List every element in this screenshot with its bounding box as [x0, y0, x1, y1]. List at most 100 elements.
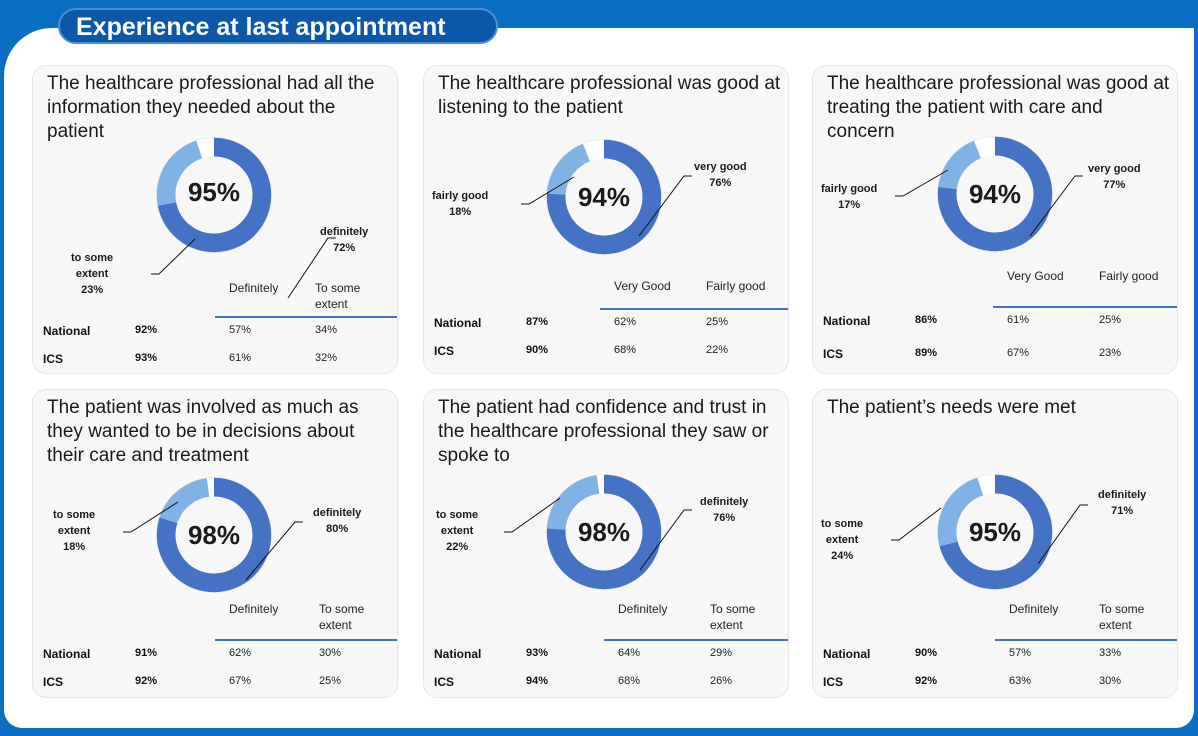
table-cell: 68% [618, 675, 641, 687]
slice-label-primary: definitely 80% [313, 507, 362, 535]
donut-slice-secondary [937, 140, 982, 190]
donut-total: 95% [187, 177, 241, 207]
slice-label-primary: definitely 76% [700, 496, 749, 524]
donut-slice-primary [937, 136, 1053, 252]
donut-slice-secondary [156, 140, 203, 206]
table-row-total: 93% [526, 647, 549, 659]
leader-line-primary [1037, 504, 1088, 565]
table-rule [600, 308, 788, 310]
table-cell: 57% [229, 324, 252, 336]
table-row-total: 91% [135, 647, 158, 659]
table-cell: 26% [710, 675, 733, 687]
table-row-label: ICS [43, 352, 64, 366]
table-column-header: Very Good [614, 279, 671, 293]
table-rule [215, 316, 397, 318]
table-column-header: Fairly good [1099, 269, 1159, 283]
table-row-label: ICS [434, 344, 455, 358]
table-row-label: ICS [823, 347, 844, 361]
table-column-header: To some extent [710, 602, 756, 632]
table-row-total: 89% [915, 347, 938, 359]
slice-label-secondary: to some extent 24% [821, 518, 864, 562]
donut-total: 94% [577, 182, 631, 212]
leader-line-primary [639, 509, 692, 571]
table-cell: 25% [1099, 314, 1122, 326]
table-cell: 67% [1007, 347, 1030, 359]
donut-chart [123, 477, 303, 593]
table-row-total: 90% [526, 344, 549, 356]
donut-chart [895, 136, 1083, 252]
slice-label-primary: very good 76% [694, 161, 747, 189]
table-row-label: National [823, 647, 871, 661]
table-cell: 62% [614, 316, 637, 328]
chart-panel: The healthcare professional had all the … [32, 65, 398, 374]
leader-line-primary [638, 175, 692, 237]
donut-outline [546, 139, 662, 255]
table-row-label: National [43, 647, 91, 661]
donut-slice-primary [546, 139, 662, 255]
slice-label-secondary: to some extent 22% [436, 509, 479, 553]
chart-title: The healthcare professional had all the … [47, 73, 375, 142]
chart-title: The healthcare professional was good at … [827, 73, 1170, 142]
table-cell: 30% [1099, 675, 1122, 687]
donut-outline [937, 136, 1053, 252]
donut-outline [937, 474, 1053, 590]
donut-slice-secondary [937, 477, 984, 547]
table-cell: 25% [706, 316, 729, 328]
donut-total: 98% [577, 517, 631, 547]
slice-label-primary: very good 77% [1088, 163, 1141, 191]
donut-chart [504, 474, 692, 590]
donut-total: 94% [968, 179, 1022, 209]
chart-panel: The patient was involved as much as they… [32, 389, 398, 698]
donut-outline [156, 477, 272, 593]
table-cell: 22% [706, 344, 729, 356]
table-cell: 62% [229, 647, 252, 659]
table-cell: 68% [614, 344, 637, 356]
table-column-header: Definitely [1009, 602, 1059, 616]
leader-line-secondary [123, 501, 179, 533]
slice-label-secondary: to some extent 23% [71, 252, 114, 296]
table-row-label: National [434, 647, 482, 661]
donut-total: 95% [968, 517, 1022, 547]
title-pill [58, 8, 498, 44]
table-row-label: National [823, 314, 871, 328]
table-column-header: Definitely [618, 602, 668, 616]
leader-line-secondary [504, 497, 561, 533]
leader-line-secondary [151, 238, 196, 275]
table-column-header: To some extent [1099, 602, 1145, 632]
chart-panel: The patient had confidence and trust in … [423, 389, 789, 698]
slice-label-primary: definitely 72% [320, 226, 369, 254]
donut-slice-primary [157, 137, 272, 253]
slice-label-secondary: fairly good 18% [432, 190, 489, 218]
table-cell: 67% [229, 675, 252, 687]
donut-slice-secondary [546, 143, 591, 196]
leader-line-primary [245, 521, 303, 581]
table-row-total: 94% [526, 675, 549, 687]
table-column-header: Definitely [229, 281, 279, 295]
table-row-label: ICS [434, 675, 455, 689]
table-rule [215, 639, 397, 641]
table-row-total: 93% [135, 352, 158, 364]
table-row-total: 92% [915, 675, 938, 687]
table-row-total: 92% [135, 324, 158, 336]
table-cell: 29% [710, 647, 733, 659]
table-cell: 57% [1009, 647, 1032, 659]
table-row-total: 90% [915, 647, 938, 659]
leader-line-secondary [895, 169, 949, 197]
table-row-label: ICS [823, 675, 844, 689]
chart-title: The patient was involved as much as they… [47, 397, 359, 466]
donut-chart [891, 474, 1088, 590]
table-column-header: To some extent [319, 602, 365, 632]
table-row-label: National [434, 316, 482, 330]
slice-label-secondary: fairly good 17% [821, 183, 878, 211]
chart-panel: The healthcare professional was good at … [423, 65, 789, 374]
table-cell: 61% [229, 352, 252, 364]
donut-outline [156, 137, 272, 253]
table-cell: 23% [1099, 347, 1122, 359]
donut-slice-primary [546, 474, 662, 590]
leader-line-secondary [891, 507, 942, 541]
slice-label-secondary: to some extent 18% [53, 509, 96, 553]
donut-slice-primary [156, 477, 272, 593]
slice-label-primary: definitely 71% [1098, 489, 1147, 517]
table-column-header: To some extent [315, 281, 361, 311]
table-rule [995, 639, 1177, 641]
